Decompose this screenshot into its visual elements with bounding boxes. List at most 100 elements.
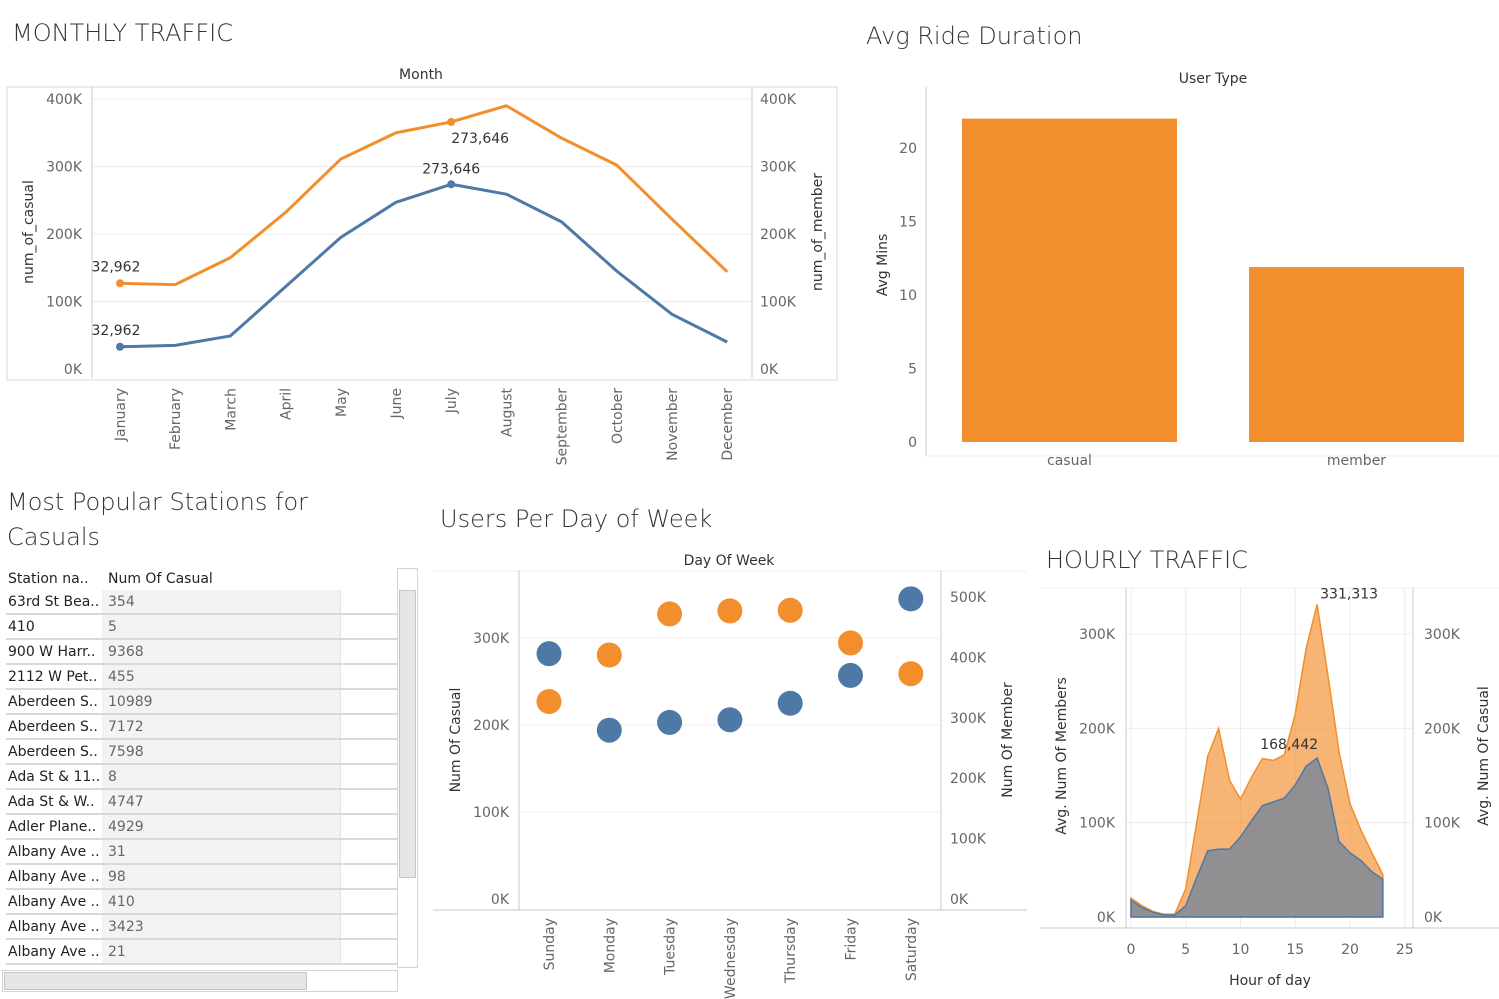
- y-tick-right: 400K: [950, 650, 987, 666]
- num-casual-cell: 98: [102, 865, 340, 888]
- empty-cell: [340, 740, 399, 763]
- num-casual-cell: 4929: [102, 815, 340, 838]
- avg-ride-duration-title: Avg Ride Duration: [866, 22, 1083, 50]
- num-casual-value: 10989: [108, 694, 153, 710]
- station-table: Station na.. Num Of Casual 63rd St Bea..…: [6, 568, 398, 965]
- column-header-num-casual[interactable]: Num Of Casual: [108, 571, 213, 587]
- table-row[interactable]: Aberdeen S.. 10989: [6, 690, 398, 715]
- table-row[interactable]: 410 5: [6, 615, 398, 640]
- column-header: Day Of Week: [684, 553, 776, 569]
- num-casual-value: 9368: [108, 644, 144, 660]
- bar-casual: [962, 118, 1177, 442]
- empty-cell: [340, 940, 399, 963]
- y-tick-right: 100K: [1424, 816, 1461, 832]
- member-area: [1130, 756, 1384, 918]
- num-casual-cell: 8: [102, 765, 340, 788]
- y-axis-label-left: Num Of Casual: [448, 688, 464, 793]
- station-name-cell: Albany Ave ..: [8, 844, 100, 860]
- num-casual-cell: 9368: [102, 640, 340, 663]
- y-axis-label-right: num_of_member: [810, 173, 826, 291]
- annotated-point: [116, 279, 124, 288]
- table-row[interactable]: Adler Plane.. 4929: [6, 815, 398, 840]
- table-row[interactable]: Ada St & W.. 4747: [6, 790, 398, 815]
- table-row[interactable]: Aberdeen S.. 7598: [6, 740, 398, 765]
- num-casual-value: 7172: [108, 719, 144, 735]
- num-casual-value: 4747: [108, 794, 144, 810]
- x-tick-label: August: [499, 387, 515, 437]
- table-body: 63rd St Bea.. 354 410 5 900 W Harr.. 9368 2112…: [6, 590, 398, 965]
- station-name-cell: Albany Ave ..: [8, 894, 100, 910]
- table-header: Station na.. Num Of Casual: [6, 568, 398, 590]
- x-tick-label: casual: [1047, 453, 1092, 469]
- y-tick-right: 0K: [1424, 910, 1443, 926]
- table-row[interactable]: Albany Ave .. 98: [6, 865, 398, 890]
- empty-cell: [340, 890, 399, 913]
- empty-cell: [340, 840, 399, 863]
- station-name-cell: Ada St & 11..: [8, 769, 100, 785]
- y-tick-label: 15: [899, 215, 917, 231]
- y-tick-left: 300K: [1079, 627, 1116, 643]
- casual-point: [717, 598, 743, 624]
- column-header: Month: [399, 67, 443, 83]
- table-row[interactable]: 2112 W Pet.. 455: [6, 665, 398, 690]
- table-row[interactable]: Ada St & 11.. 8: [6, 765, 398, 790]
- y-tick-label: 5: [908, 362, 917, 378]
- y-tick-label: 0: [908, 435, 917, 451]
- num-casual-value: 8: [108, 769, 117, 785]
- table-horizontal-scrollbar[interactable]: [2, 970, 398, 992]
- table-row[interactable]: Albany Ave .. 3423: [6, 915, 398, 940]
- table-row[interactable]: Aberdeen S.. 7172: [6, 715, 398, 740]
- popular-stations-title: Most Popular Stations for Casuals: [7, 488, 309, 551]
- y-tick-right: 400K: [760, 92, 797, 108]
- y-tick-right: 300K: [760, 160, 797, 176]
- x-tick-label: Wednesday: [723, 918, 739, 999]
- y-tick-left: 0K: [64, 362, 83, 378]
- x-tick-label: September: [555, 388, 571, 466]
- casual-point: [536, 688, 562, 714]
- annotated-point: [447, 180, 456, 189]
- x-tick-label: Monday: [602, 918, 618, 973]
- empty-cell: [340, 765, 399, 788]
- users-per-day-title: Users Per Day of Week: [440, 505, 713, 533]
- station-name-cell: Ada St & W..: [8, 794, 95, 810]
- x-tick-label: Saturday: [904, 918, 920, 981]
- x-tick-label: Sunday: [542, 918, 558, 970]
- monthly-chart-frame: [6, 86, 838, 381]
- x-tick-label: Tuesday: [663, 918, 679, 976]
- empty-cell: [340, 615, 399, 638]
- member-point: [657, 709, 683, 735]
- table-row[interactable]: 900 W Harr.. 9368: [6, 640, 398, 665]
- horizontal-scroll-thumb[interactable]: [4, 972, 307, 990]
- empty-cell: [340, 865, 399, 888]
- data-label: 32,962: [92, 259, 141, 275]
- num-casual-cell: 3423: [102, 915, 340, 938]
- vertical-scroll-thumb[interactable]: [399, 590, 416, 878]
- table-row[interactable]: Albany Ave .. 21: [6, 940, 398, 965]
- table-row[interactable]: 63rd St Bea.. 354: [6, 590, 398, 615]
- y-tick-left: 100K: [46, 295, 83, 311]
- casual-point: [898, 661, 924, 687]
- casual-point: [596, 642, 622, 668]
- member-point: [777, 690, 803, 716]
- table-row[interactable]: Albany Ave .. 410: [6, 890, 398, 915]
- member-point: [536, 641, 562, 667]
- x-axis-label: Hour of day: [1229, 973, 1311, 989]
- monthly-traffic-title: MONTHLY TRAFFIC: [12, 19, 233, 47]
- y-tick-right: 200K: [1424, 721, 1461, 737]
- station-name-cell: 63rd St Bea..: [8, 594, 100, 610]
- table-vertical-scrollbar[interactable]: [397, 568, 418, 968]
- empty-cell: [340, 665, 399, 688]
- casual-point: [657, 601, 683, 627]
- num-casual-value: 31: [108, 844, 126, 860]
- y-tick-left: 200K: [46, 227, 83, 243]
- table-row[interactable]: Albany Ave .. 31: [6, 840, 398, 865]
- y-tick-right: 0K: [950, 892, 969, 908]
- empty-cell: [340, 790, 399, 813]
- num-casual-value: 5: [108, 619, 117, 635]
- station-name-cell: Aberdeen S..: [8, 744, 98, 760]
- column-header-station[interactable]: Station na..: [8, 571, 89, 587]
- column-header: User Type: [1179, 71, 1248, 87]
- empty-cell: [340, 915, 399, 938]
- y-tick-left: 400K: [46, 92, 83, 108]
